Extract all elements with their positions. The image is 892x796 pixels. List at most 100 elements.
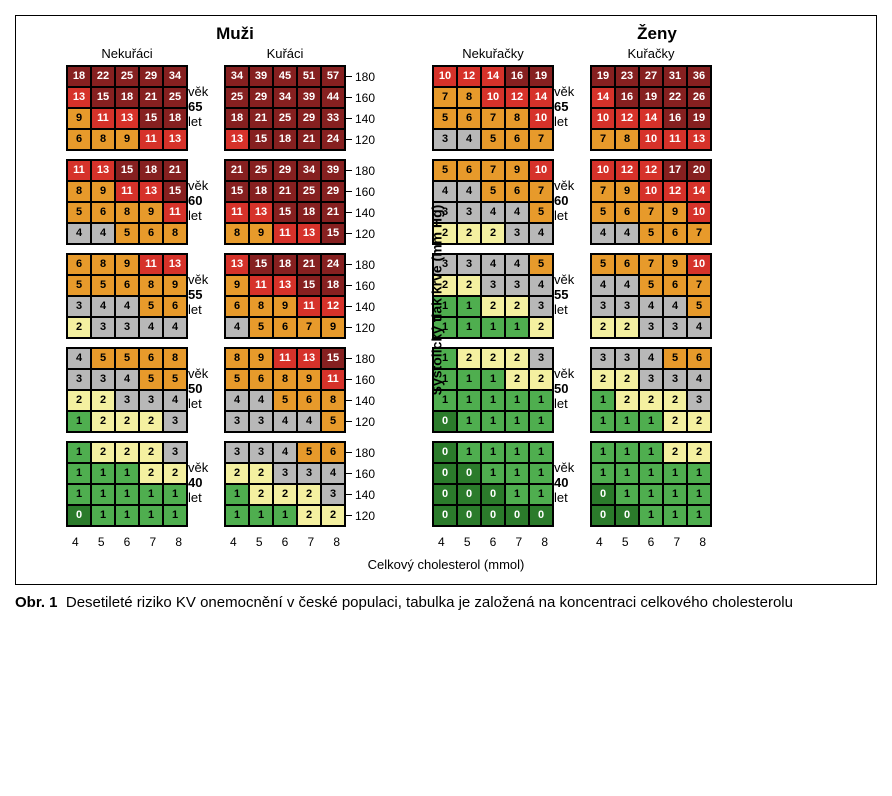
risk-cell: 27 xyxy=(639,66,663,87)
risk-cell: 21 xyxy=(225,160,249,181)
age-label: věk40let xyxy=(188,441,224,506)
risk-cell: 2 xyxy=(615,390,639,411)
risk-cell: 2 xyxy=(115,442,139,463)
risk-cell: 5 xyxy=(225,369,249,390)
risk-cell: 14 xyxy=(591,87,615,108)
risk-cell: 10 xyxy=(481,87,505,108)
risk-cell: 2 xyxy=(321,505,345,526)
x-axis: 45678 45678 45678 45678 xyxy=(24,535,868,555)
risk-cell: 3 xyxy=(663,317,687,338)
risk-cell: 13 xyxy=(163,129,187,150)
risk-cell: 2 xyxy=(481,296,505,317)
risk-cell: 0 xyxy=(591,505,615,526)
risk-cell: 2 xyxy=(457,275,481,296)
risk-cell: 1 xyxy=(115,484,139,505)
risk-cell: 13 xyxy=(91,160,115,181)
age-row: 182225293413151821259111315186891113věk6… xyxy=(24,65,868,157)
risk-cell: 12 xyxy=(639,160,663,181)
risk-cell: 20 xyxy=(687,160,711,181)
risk-cell: 10 xyxy=(687,202,711,223)
risk-grid: 11122111110111100111 xyxy=(590,441,712,527)
risk-cell: 1 xyxy=(115,463,139,484)
risk-cell: 3 xyxy=(225,411,249,432)
risk-cell: 8 xyxy=(91,129,115,150)
risk-cell: 8 xyxy=(615,129,639,150)
risk-cell: 4 xyxy=(687,317,711,338)
risk-cell: 1 xyxy=(481,411,505,432)
risk-grid: 567910445673344522334 xyxy=(590,253,712,339)
risk-cell: 7 xyxy=(481,108,505,129)
risk-cell: 2 xyxy=(505,296,529,317)
risk-cell: 15 xyxy=(273,202,297,223)
risk-cell: 19 xyxy=(529,66,553,87)
risk-cell: 1 xyxy=(457,411,481,432)
risk-cell: 9 xyxy=(615,181,639,202)
risk-cell: 10 xyxy=(529,108,553,129)
risk-cell: 15 xyxy=(297,275,321,296)
risk-cell: 1 xyxy=(67,442,91,463)
risk-cell: 6 xyxy=(505,181,529,202)
risk-cell: 1 xyxy=(139,484,163,505)
risk-cell: 4 xyxy=(163,317,187,338)
risk-cell: 7 xyxy=(639,254,663,275)
risk-cell: 2 xyxy=(225,463,249,484)
risk-cell: 2 xyxy=(505,348,529,369)
risk-cell: 18 xyxy=(115,87,139,108)
risk-grid: 10121416197810121456781034567 xyxy=(432,65,554,151)
risk-cell: 15 xyxy=(91,87,115,108)
risk-cell: 7 xyxy=(297,317,321,338)
risk-cell: 18 xyxy=(297,202,321,223)
risk-cell: 5 xyxy=(433,160,457,181)
risk-cell: 9 xyxy=(249,348,273,369)
risk-cell: 1 xyxy=(663,463,687,484)
risk-cell: 0 xyxy=(433,411,457,432)
risk-cell: 4 xyxy=(481,254,505,275)
risk-cell: 5 xyxy=(529,202,553,223)
risk-cell: 5 xyxy=(321,411,345,432)
risk-cell: 3 xyxy=(91,369,115,390)
risk-cell: 0 xyxy=(457,505,481,526)
risk-cell: 9 xyxy=(663,202,687,223)
risk-cell: 10 xyxy=(529,160,553,181)
risk-cell: 39 xyxy=(321,160,345,181)
risk-cell: 1 xyxy=(481,369,505,390)
risk-cell: 34 xyxy=(163,66,187,87)
age-label: věk40let xyxy=(554,441,590,506)
risk-cell: 2 xyxy=(481,223,505,244)
risk-cell: 45 xyxy=(273,66,297,87)
risk-cell: 0 xyxy=(457,463,481,484)
risk-cell: 4 xyxy=(591,223,615,244)
risk-cell: 1 xyxy=(591,442,615,463)
risk-cell: 5 xyxy=(297,442,321,463)
risk-cell: 5 xyxy=(433,108,457,129)
risk-cell: 13 xyxy=(225,129,249,150)
risk-cell: 1 xyxy=(91,484,115,505)
risk-cell: 36 xyxy=(687,66,711,87)
risk-cell: 18 xyxy=(163,108,187,129)
risk-cell: 29 xyxy=(249,87,273,108)
risk-cell: 1 xyxy=(67,463,91,484)
risk-cell: 3 xyxy=(249,411,273,432)
risk-cell: 18 xyxy=(273,254,297,275)
risk-cell: 5 xyxy=(481,181,505,202)
risk-cell: 16 xyxy=(505,66,529,87)
risk-cell: 7 xyxy=(639,202,663,223)
risk-cell: 0 xyxy=(505,505,529,526)
risk-cell: 5 xyxy=(639,275,663,296)
risk-cell: 8 xyxy=(163,223,187,244)
risk-cell: 4 xyxy=(225,390,249,411)
risk-cell: 1 xyxy=(591,411,615,432)
risk-cell: 3 xyxy=(529,296,553,317)
risk-cell: 11 xyxy=(297,296,321,317)
risk-cell: 3 xyxy=(433,129,457,150)
age-label: věk50let xyxy=(188,347,224,412)
risk-cell: 21 xyxy=(321,202,345,223)
risk-grid: 12223111221111101111 xyxy=(66,441,188,527)
x-axis-label: Celkový cholesterol (mmol) xyxy=(24,557,868,572)
risk-cell: 8 xyxy=(505,108,529,129)
risk-cell: 2 xyxy=(663,442,687,463)
risk-cell: 16 xyxy=(615,87,639,108)
risk-cell: 17 xyxy=(663,160,687,181)
risk-cell: 1 xyxy=(615,442,639,463)
risk-cell: 1 xyxy=(687,505,711,526)
